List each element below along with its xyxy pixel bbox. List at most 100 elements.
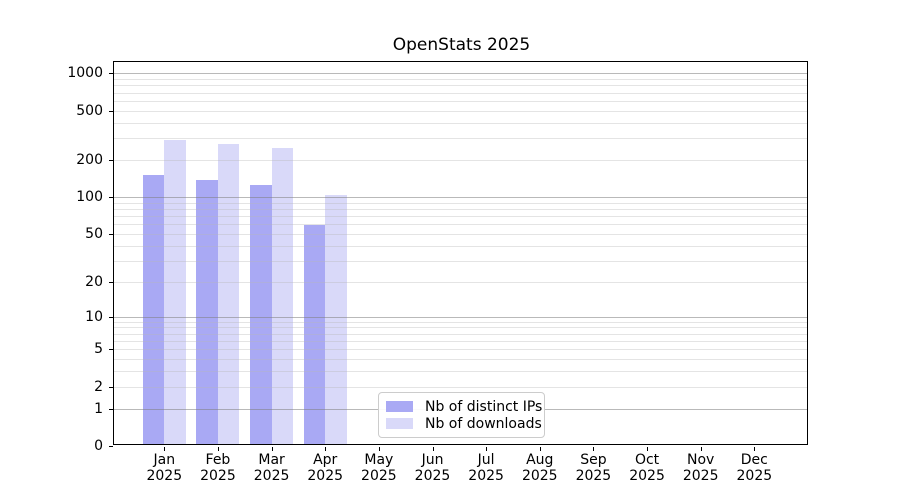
- ytick-label-100: 100: [76, 189, 103, 206]
- xtick-year: 2025: [361, 468, 397, 484]
- bar-downloads-apr: [325, 195, 347, 444]
- xtick-month: Feb: [205, 452, 231, 468]
- xtick-label-apr: Apr 2025: [293, 452, 357, 484]
- legend-item-downloads: Nb of downloads: [386, 415, 542, 432]
- xtick-mark-feb: [217, 447, 219, 451]
- bar-downloads-jan: [164, 140, 186, 444]
- xtick-mark-jul: [486, 447, 488, 451]
- ytick-label-2: 2: [94, 378, 103, 395]
- xtick-label-jul: Jul 2025: [454, 452, 518, 484]
- ytick-mark-500: [109, 110, 113, 112]
- gridline-minor-9: [114, 321, 807, 323]
- xtick-label-jun: Jun 2025: [401, 452, 465, 484]
- ytick-mark-50: [109, 233, 113, 235]
- xtick-mark-jan: [164, 447, 166, 451]
- gridline-minor-4: [114, 359, 807, 361]
- ytick-mark-20: [109, 281, 113, 283]
- chart-title: OpenStats 2025: [392, 35, 531, 55]
- xtick-year: 2025: [468, 468, 504, 484]
- xtick-month: Jul: [477, 452, 495, 468]
- xtick-mark-jun: [432, 447, 434, 451]
- legend-label-distinct-ips: Nb of distinct IPs: [425, 398, 543, 415]
- gridline-minor-70: [114, 216, 807, 218]
- xtick-mark-sep: [593, 447, 595, 451]
- legend-swatch-downloads: [386, 418, 413, 429]
- xtick-year: 2025: [629, 468, 665, 484]
- gridline-minor-2: [114, 386, 807, 388]
- gridline-minor-20: [114, 281, 807, 283]
- gridline-major-1000: [114, 73, 807, 75]
- ytick-label-20: 20: [85, 273, 103, 290]
- xtick-month: Jun: [421, 452, 444, 468]
- ytick-mark-100: [109, 197, 113, 199]
- bar-ips-jan: [142, 174, 165, 444]
- xtick-label-dec: Dec 2025: [722, 452, 786, 484]
- xtick-label-nov: Nov 2025: [669, 452, 733, 484]
- plot-area: [113, 61, 808, 445]
- xtick-year: 2025: [414, 468, 451, 484]
- xtick-label-feb: Feb 2025: [186, 452, 250, 484]
- ytick-mark-5: [109, 349, 113, 351]
- ytick-label-1: 1: [94, 400, 103, 417]
- xtick-year: 2025: [200, 468, 236, 484]
- xtick-month: Mar: [258, 452, 285, 468]
- ytick-mark-2: [109, 386, 113, 388]
- xtick-month: Nov: [687, 452, 715, 468]
- xtick-label-aug: Aug 2025: [508, 452, 572, 484]
- xtick-mark-apr: [325, 447, 327, 451]
- xtick-year: 2025: [736, 468, 773, 484]
- ytick-label-10: 10: [85, 308, 103, 325]
- bar-ips-mar: [250, 184, 272, 444]
- ytick-label-5: 5: [94, 341, 103, 358]
- xtick-mark-oct: [647, 447, 649, 451]
- xtick-year: 2025: [253, 468, 290, 484]
- xtick-label-mar: Mar 2025: [240, 452, 304, 484]
- ytick-label-50: 50: [85, 225, 103, 242]
- xtick-month: Sep: [580, 452, 607, 468]
- xtick-label-oct: Oct 2025: [615, 452, 679, 484]
- gridline-minor-300: [114, 138, 807, 140]
- gridline-minor-60: [114, 224, 807, 226]
- gridline-minor-400: [114, 122, 807, 124]
- gridline-major-10: [114, 316, 807, 318]
- xtick-year: 2025: [521, 468, 558, 484]
- gridline-major-100: [114, 197, 807, 199]
- gridline-minor-40: [114, 245, 807, 247]
- xtick-month: Oct: [634, 452, 660, 468]
- gridline-minor-900: [114, 79, 807, 81]
- gridline-minor-700: [114, 92, 807, 94]
- gridline-minor-800: [114, 85, 807, 87]
- legend-label-downloads: Nb of downloads: [425, 415, 542, 432]
- ytick-mark-200: [109, 159, 113, 161]
- xtick-label-may: May 2025: [347, 452, 411, 484]
- xtick-mark-dec: [754, 447, 756, 451]
- legend-swatch-distinct-ips: [386, 401, 413, 412]
- bar-downloads-mar: [271, 148, 294, 444]
- xtick-month: Aug: [526, 452, 554, 468]
- gridline-minor-30: [114, 260, 807, 262]
- ytick-label-500: 500: [76, 102, 103, 119]
- xtick-label-jan: Jan 2025: [132, 452, 196, 484]
- xtick-mark-mar: [271, 447, 273, 451]
- gridline-minor-80: [114, 208, 807, 210]
- ytick-mark-1000: [109, 73, 113, 75]
- bar-ips-feb: [196, 180, 218, 444]
- xtick-month: Dec: [740, 452, 768, 468]
- xtick-label-sep: Sep 2025: [561, 452, 625, 484]
- ytick-mark-10: [109, 316, 113, 318]
- ytick-label-1000: 1000: [67, 65, 103, 82]
- bar-ips-apr: [303, 224, 326, 444]
- xtick-year: 2025: [146, 468, 183, 484]
- gridline-minor-90: [114, 202, 807, 204]
- gridline-minor-50: [114, 233, 807, 235]
- xtick-year: 2025: [575, 468, 612, 484]
- ytick-mark-1: [109, 408, 113, 410]
- ytick-label-200: 200: [76, 151, 103, 168]
- ytick-label-0: 0: [94, 438, 103, 454]
- gridline-minor-200: [114, 159, 807, 161]
- xtick-mark-nov: [700, 447, 702, 451]
- xtick-month: Jan: [153, 452, 176, 468]
- xtick-mark-may: [378, 447, 380, 451]
- xtick-month: Apr: [313, 452, 338, 468]
